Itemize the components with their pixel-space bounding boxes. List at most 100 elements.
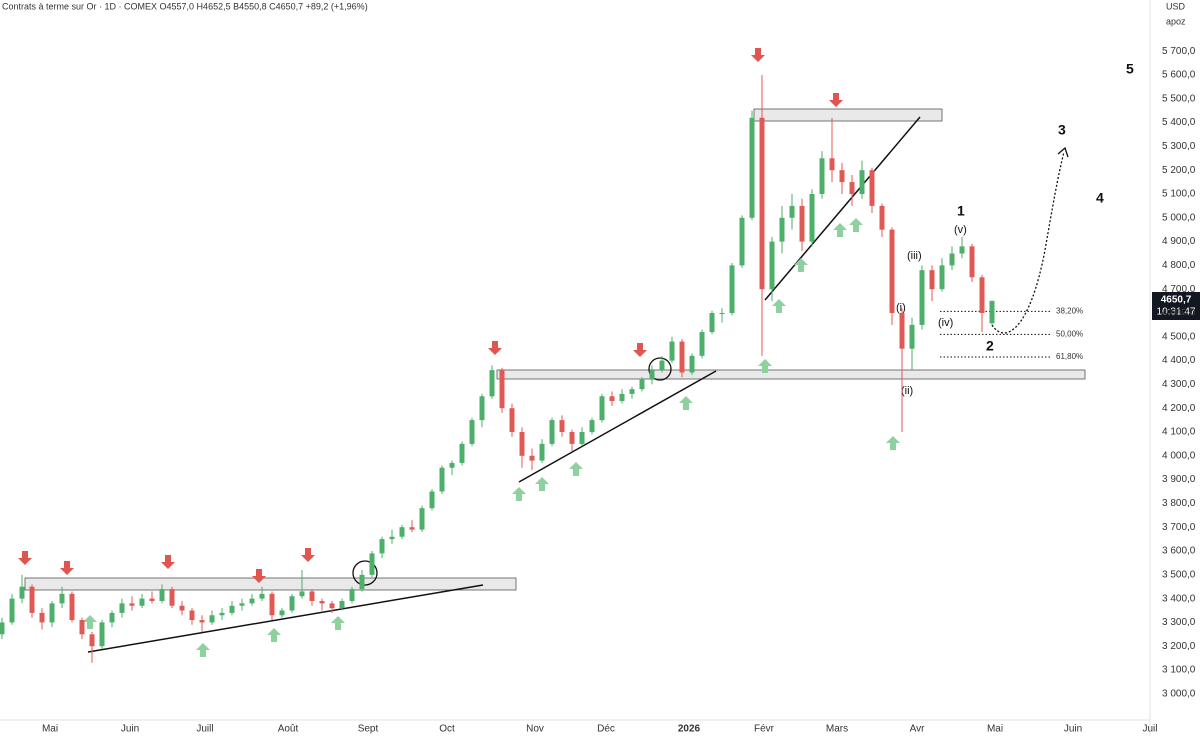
y-tick-label: 5 100,0 [1162, 189, 1196, 200]
up-arrow [833, 223, 847, 237]
wave-label: 3 [1058, 122, 1066, 138]
x-tick-label: Oct [439, 724, 455, 735]
y-tick-label: 4 700,0 [1162, 284, 1196, 295]
up-arrow [886, 436, 900, 450]
y-tick-label: 5 200,0 [1162, 165, 1196, 176]
candle-body [579, 432, 585, 444]
candle-body [369, 553, 375, 575]
candle-body [0, 622, 5, 635]
annotations [18, 48, 1086, 657]
candle-body [719, 312, 725, 314]
candle-body [19, 586, 25, 599]
y-tick-label: 4 500,0 [1162, 331, 1196, 342]
candle-body [619, 393, 625, 402]
wave-label: 5 [1126, 61, 1134, 77]
candle-body [39, 612, 45, 623]
x-tick-label: Juil [1142, 724, 1157, 735]
up-arrow [83, 615, 97, 629]
x-tick-label: Avr [910, 724, 925, 735]
candle-body [669, 341, 675, 361]
candle-body [939, 265, 945, 290]
up-arrow [535, 477, 549, 491]
candle-body [349, 589, 355, 601]
candle-body [989, 300, 995, 324]
candle-body [809, 193, 815, 242]
candle-body [469, 420, 475, 444]
candle-body [499, 370, 505, 409]
down-arrow [488, 341, 502, 355]
y-tick-label: 3 500,0 [1162, 569, 1196, 580]
candle-body [29, 586, 35, 613]
wave-label: (iv) [938, 317, 953, 329]
projection-arrow [1057, 146, 1069, 158]
candle-body [489, 370, 495, 397]
y-tick-label: 3 700,0 [1162, 522, 1196, 533]
y-tick-label: 5 400,0 [1162, 117, 1196, 128]
candle-body [189, 610, 195, 621]
candle-body [379, 539, 385, 554]
y-tick-label: 3 800,0 [1162, 498, 1196, 509]
candle-body [519, 432, 525, 456]
candle-body [929, 270, 935, 290]
x-tick-label: Mars [826, 724, 848, 735]
down-arrow [18, 551, 32, 565]
up-arrow [772, 299, 786, 313]
candle-body [229, 605, 235, 613]
currency: USD [1166, 1, 1186, 11]
candle-body [679, 341, 685, 373]
up-arrow [331, 616, 345, 630]
candle-body [539, 443, 545, 461]
y-tick-label: 3 100,0 [1162, 665, 1196, 676]
x-tick-label: Août [278, 724, 299, 735]
down-arrow [301, 548, 315, 562]
up-arrow [196, 643, 210, 657]
candle-body [589, 420, 595, 432]
candle-body [69, 593, 75, 621]
trend-line [518, 370, 717, 483]
fib-label: 50,00% [1056, 330, 1083, 339]
candle-body [509, 408, 515, 432]
candle-body [769, 241, 775, 290]
x-tick-label: Mai [987, 724, 1003, 735]
candle-body [909, 324, 915, 349]
candle-body [299, 591, 305, 597]
candle-body [889, 229, 895, 313]
last-price: 4650,7 [1161, 295, 1192, 306]
y-tick-label: 4 000,0 [1162, 450, 1196, 461]
y-tick-label: 4 300,0 [1162, 379, 1196, 390]
candle-body [689, 355, 695, 373]
wave-label: (ii) [901, 385, 913, 397]
candle-body [629, 389, 635, 394]
candle-body [149, 598, 155, 601]
wave-label: 4 [1096, 190, 1104, 206]
candle-body [849, 182, 855, 194]
candle-body [979, 277, 985, 313]
candle-body [359, 574, 365, 590]
y-tick-label: 4 100,0 [1162, 427, 1196, 438]
candle-body [559, 420, 565, 432]
candle-body [49, 603, 55, 623]
wave-label: (i) [896, 302, 906, 314]
up-arrow [679, 396, 693, 410]
candle-body [799, 205, 805, 242]
y-tick-label: 5 300,0 [1162, 141, 1196, 152]
up-arrow [849, 218, 863, 232]
candle-body [699, 332, 705, 356]
circle [648, 357, 672, 381]
candle-body [279, 610, 285, 616]
up-arrow [794, 258, 808, 272]
wave-label: 2 [986, 338, 994, 354]
zone [24, 577, 517, 591]
fib-label: 61,80% [1056, 352, 1083, 361]
candle-body [949, 253, 955, 266]
y-tick-label: 4 800,0 [1162, 260, 1196, 271]
x-tick-label: Juin [121, 724, 139, 735]
candle-body [219, 612, 225, 616]
y-tick-label: 3 000,0 [1162, 688, 1196, 699]
circle [352, 560, 378, 586]
wave-label: 1 [957, 203, 965, 219]
x-tick-label: Déc [597, 724, 615, 735]
candle-body [209, 615, 215, 623]
